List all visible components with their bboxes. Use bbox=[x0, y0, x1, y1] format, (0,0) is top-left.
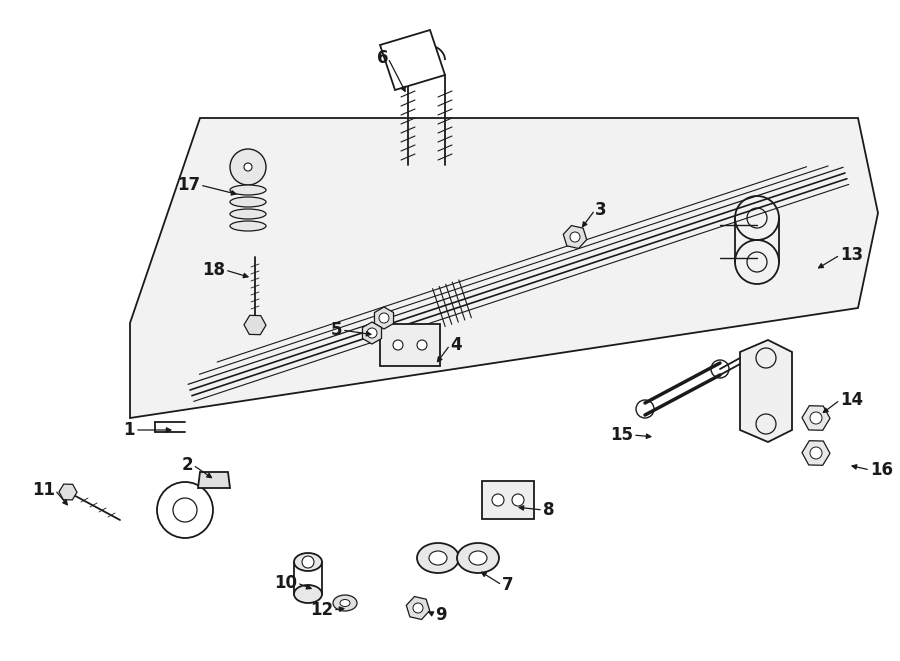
Text: 6: 6 bbox=[376, 49, 388, 67]
Circle shape bbox=[379, 313, 389, 323]
Text: 4: 4 bbox=[450, 336, 462, 354]
Polygon shape bbox=[380, 324, 440, 366]
Ellipse shape bbox=[457, 543, 499, 573]
Ellipse shape bbox=[230, 185, 266, 195]
Text: 9: 9 bbox=[435, 606, 446, 624]
Text: 15: 15 bbox=[610, 426, 633, 444]
Ellipse shape bbox=[230, 221, 266, 231]
Text: 14: 14 bbox=[840, 391, 863, 409]
Text: 2: 2 bbox=[182, 456, 193, 474]
Text: 12: 12 bbox=[310, 601, 333, 619]
Ellipse shape bbox=[469, 551, 487, 565]
Text: 1: 1 bbox=[123, 421, 135, 439]
Circle shape bbox=[810, 412, 822, 424]
Polygon shape bbox=[380, 30, 445, 90]
Circle shape bbox=[810, 447, 822, 459]
Polygon shape bbox=[198, 472, 230, 488]
Circle shape bbox=[570, 232, 580, 242]
Polygon shape bbox=[130, 118, 878, 418]
Text: 13: 13 bbox=[840, 246, 863, 264]
Text: 3: 3 bbox=[595, 201, 607, 219]
Circle shape bbox=[244, 163, 252, 171]
Circle shape bbox=[393, 340, 403, 350]
Circle shape bbox=[492, 494, 504, 506]
Ellipse shape bbox=[230, 197, 266, 207]
Ellipse shape bbox=[230, 209, 266, 219]
Text: 16: 16 bbox=[870, 461, 893, 479]
Text: 18: 18 bbox=[202, 261, 225, 279]
Ellipse shape bbox=[294, 585, 322, 603]
Polygon shape bbox=[740, 340, 792, 442]
Text: 17: 17 bbox=[177, 176, 200, 194]
Circle shape bbox=[367, 328, 377, 338]
Circle shape bbox=[413, 603, 423, 613]
Circle shape bbox=[417, 340, 427, 350]
Circle shape bbox=[302, 556, 314, 568]
Text: 11: 11 bbox=[32, 481, 55, 499]
Ellipse shape bbox=[333, 595, 357, 611]
Text: 7: 7 bbox=[502, 576, 514, 594]
Circle shape bbox=[230, 149, 266, 185]
Polygon shape bbox=[482, 481, 534, 519]
Text: 5: 5 bbox=[330, 321, 342, 339]
Ellipse shape bbox=[294, 553, 322, 571]
Text: 10: 10 bbox=[274, 574, 297, 592]
Ellipse shape bbox=[417, 543, 459, 573]
Ellipse shape bbox=[429, 551, 447, 565]
Text: 8: 8 bbox=[543, 501, 554, 519]
Circle shape bbox=[512, 494, 524, 506]
Ellipse shape bbox=[340, 600, 350, 607]
